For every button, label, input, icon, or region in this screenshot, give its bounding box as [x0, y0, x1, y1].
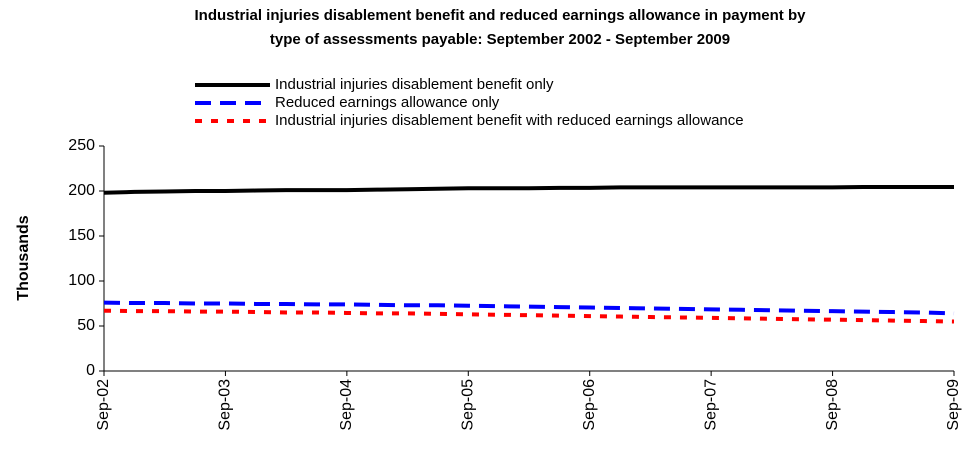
- series-line: [103, 184, 954, 195]
- x-tick-label: Sep-08: [824, 379, 841, 431]
- legend-label: Reduced earnings allowance only: [275, 94, 500, 111]
- y-tick-label: 150: [68, 227, 95, 244]
- y-axis-label: Thousands: [15, 215, 32, 300]
- chart-title: Industrial injuries disablement benefit …: [195, 7, 807, 24]
- legend-label: Industrial injuries disablement benefit …: [275, 112, 744, 129]
- x-tick-label: Sep-06: [581, 379, 598, 431]
- series-line: [103, 300, 955, 316]
- y-tick-label: 200: [68, 182, 95, 199]
- series-line: [103, 308, 955, 324]
- y-tick-label: 0: [86, 362, 95, 379]
- y-tick-label: 250: [68, 137, 95, 154]
- x-tick-label: Sep-09: [945, 379, 962, 431]
- legend-label: Industrial injuries disablement benefit …: [275, 76, 554, 93]
- x-tick-label: Sep-07: [702, 379, 719, 431]
- y-tick-label: 100: [68, 272, 95, 289]
- x-tick-label: Sep-05: [460, 379, 477, 431]
- x-tick-label: Sep-03: [217, 379, 234, 431]
- chart-title: type of assessments payable: September 2…: [270, 31, 730, 48]
- x-tick-label: Sep-02: [95, 379, 112, 431]
- x-tick-label: Sep-04: [338, 379, 355, 431]
- y-tick-label: 50: [77, 317, 95, 334]
